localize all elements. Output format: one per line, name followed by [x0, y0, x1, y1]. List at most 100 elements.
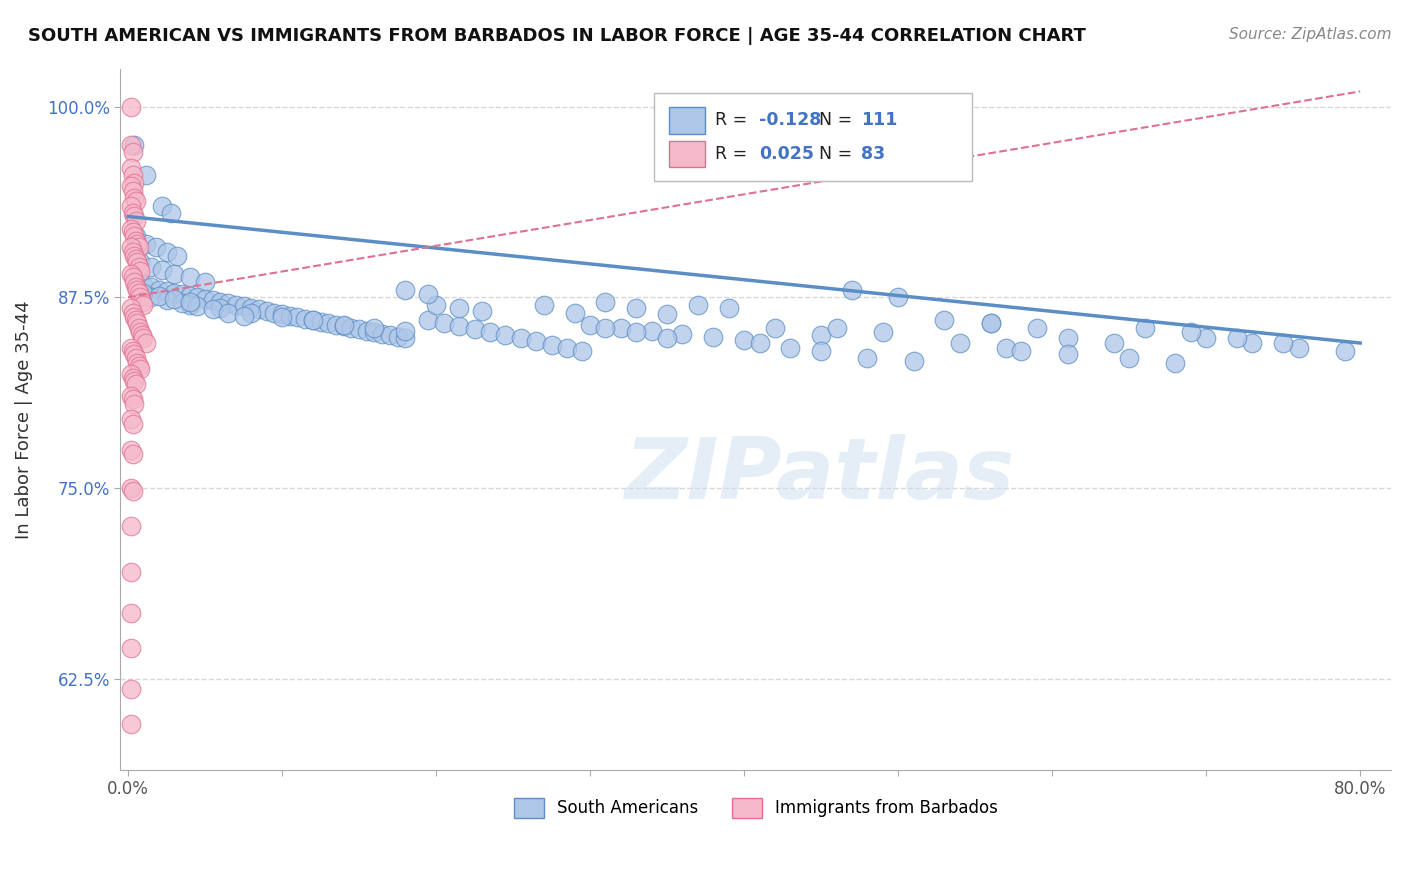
Point — [127, 255, 149, 269]
Point — [278, 309, 301, 323]
Point — [179, 294, 201, 309]
Text: -0.128: -0.128 — [759, 112, 823, 129]
Point — [256, 304, 278, 318]
Point — [120, 137, 142, 152]
Point — [122, 275, 145, 289]
Text: R =: R = — [716, 145, 752, 163]
Point — [128, 359, 150, 373]
Point — [356, 324, 378, 338]
Point — [131, 328, 153, 343]
Point — [763, 320, 786, 334]
Point — [120, 221, 142, 235]
Point — [125, 252, 148, 267]
Point — [671, 326, 693, 341]
Point — [209, 294, 232, 309]
Point — [748, 336, 770, 351]
Point — [139, 260, 162, 274]
Point — [555, 341, 578, 355]
Point — [166, 249, 188, 263]
Point — [120, 565, 142, 579]
Point — [120, 442, 142, 457]
Point — [120, 481, 142, 495]
FancyBboxPatch shape — [654, 93, 972, 181]
Point — [132, 285, 155, 300]
Point — [856, 351, 879, 366]
Point — [595, 294, 617, 309]
Point — [122, 229, 145, 244]
Point — [934, 313, 956, 327]
Point — [433, 316, 456, 330]
Point — [449, 301, 471, 315]
Text: SOUTH AMERICAN VS IMMIGRANTS FROM BARBADOS IN LABOR FORCE | AGE 35-44 CORRELATIO: SOUTH AMERICAN VS IMMIGRANTS FROM BARBAD… — [28, 27, 1085, 45]
Point — [641, 324, 664, 338]
Point — [120, 412, 142, 426]
Point — [595, 320, 617, 334]
Point — [1133, 320, 1156, 334]
Legend: South Americans, Immigrants from Barbados: South Americans, Immigrants from Barbado… — [508, 791, 1004, 825]
Point — [564, 305, 586, 319]
Point — [579, 318, 602, 332]
Point — [135, 168, 157, 182]
Point — [125, 377, 148, 392]
Point — [121, 343, 143, 358]
Point — [121, 225, 143, 239]
Bar — [669, 141, 704, 168]
Text: R =: R = — [716, 112, 752, 129]
Point — [125, 275, 148, 289]
Point — [122, 249, 145, 263]
Point — [240, 305, 263, 319]
Point — [145, 240, 167, 254]
Point — [655, 331, 678, 345]
Point — [129, 290, 152, 304]
Point — [810, 343, 832, 358]
Point — [122, 397, 145, 411]
Point — [120, 682, 142, 697]
Point — [179, 270, 201, 285]
Point — [125, 194, 148, 209]
Point — [122, 137, 145, 152]
Point — [240, 301, 263, 315]
Point — [217, 296, 239, 310]
Point — [155, 293, 177, 308]
Point — [132, 331, 155, 345]
Point — [127, 316, 149, 330]
Point — [129, 255, 152, 269]
Point — [332, 318, 354, 332]
Point — [371, 326, 394, 341]
Point — [425, 298, 447, 312]
Point — [120, 199, 142, 213]
Point — [980, 316, 1002, 330]
Point — [150, 199, 173, 213]
Point — [120, 240, 142, 254]
Point — [247, 302, 270, 317]
Point — [1102, 336, 1125, 351]
Point — [1164, 356, 1187, 370]
Point — [125, 229, 148, 244]
Point — [225, 298, 247, 312]
Point — [128, 240, 150, 254]
Point — [263, 305, 285, 319]
Point — [464, 322, 486, 336]
Point — [1288, 341, 1310, 355]
Point — [125, 234, 148, 248]
Text: Source: ZipAtlas.com: Source: ZipAtlas.com — [1229, 27, 1392, 42]
Point — [949, 336, 972, 351]
Point — [232, 309, 254, 323]
Y-axis label: In Labor Force | Age 35-44: In Labor Force | Age 35-44 — [15, 300, 32, 539]
Point — [540, 337, 562, 351]
Point — [418, 287, 440, 301]
Point — [779, 341, 801, 355]
Point — [232, 300, 254, 314]
Point — [120, 161, 142, 175]
Point — [128, 320, 150, 334]
Point — [626, 301, 648, 315]
Point — [120, 268, 142, 282]
Point — [449, 319, 471, 334]
Point — [209, 301, 232, 315]
Point — [121, 305, 143, 319]
Point — [179, 298, 201, 312]
Point — [271, 310, 294, 324]
Point — [186, 290, 208, 304]
Point — [655, 307, 678, 321]
Point — [1226, 331, 1249, 345]
